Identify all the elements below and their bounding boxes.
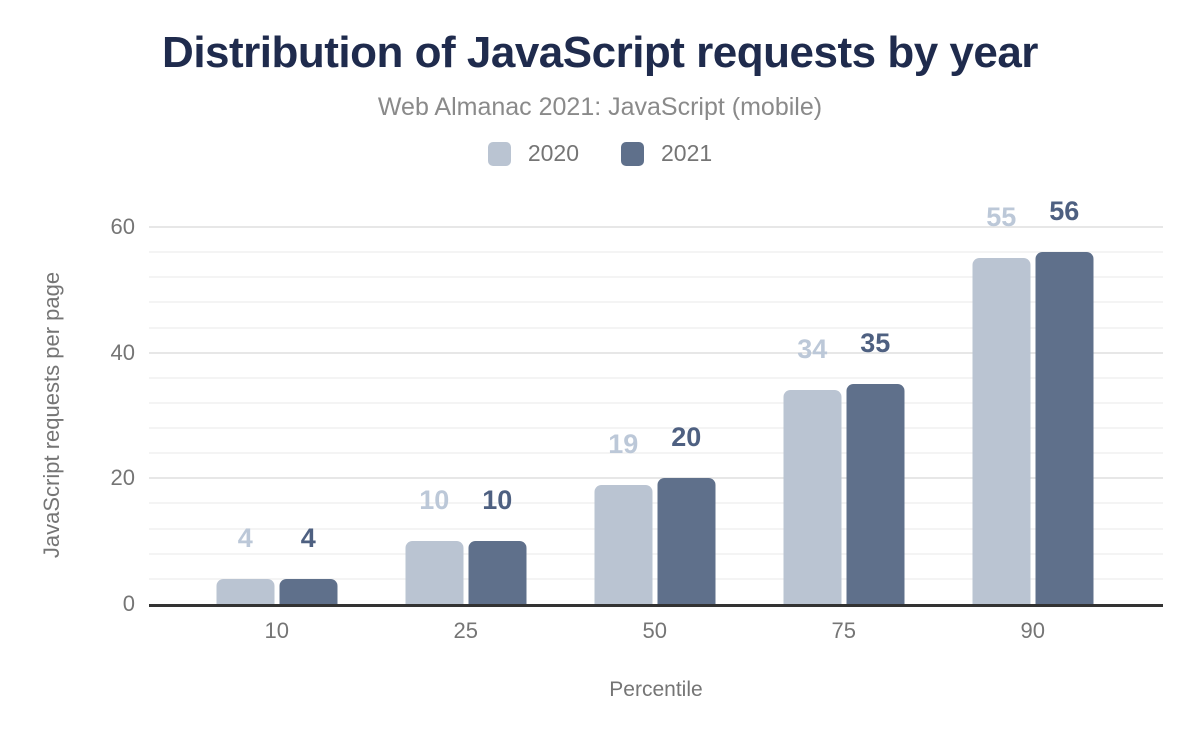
bar-2021-p10 bbox=[279, 578, 338, 604]
gridline-40 bbox=[149, 351, 1163, 354]
legend-label-2020: 2020 bbox=[527, 140, 579, 166]
x-tick-label-50: 50 bbox=[642, 618, 668, 643]
gridline-12 bbox=[149, 527, 1163, 530]
y-axis-tick-labels: 0 20 40 60 bbox=[0, 214, 135, 616]
gridline-36 bbox=[149, 376, 1163, 379]
bar-2020-p10 bbox=[216, 578, 275, 604]
legend: 2020 2021 bbox=[0, 140, 1200, 167]
bar-wrap-2021-p75: 35 bbox=[846, 330, 905, 604]
y-tick-label-0: 0 bbox=[122, 591, 135, 616]
gridline-8 bbox=[149, 552, 1163, 555]
x-tick-label-75: 75 bbox=[831, 618, 857, 643]
x-tick-label-10: 10 bbox=[264, 618, 289, 643]
gridline-32 bbox=[149, 401, 1163, 404]
gridline-24 bbox=[149, 452, 1163, 455]
bar-group-p50: 19 20 bbox=[594, 227, 716, 604]
chart-subtitle: Web Almanac 2021: JavaScript (mobile) bbox=[377, 93, 823, 121]
bar-wrap-2021-p90: 56 bbox=[1035, 198, 1094, 604]
x-tick-label-90: 90 bbox=[1020, 618, 1046, 643]
gridline-48 bbox=[149, 301, 1163, 304]
bar-2020-p75 bbox=[783, 390, 842, 604]
legend-item-2020: 2020 bbox=[487, 140, 579, 167]
bar-wrap-2020-p10: 4 bbox=[216, 524, 275, 604]
gridline-52 bbox=[149, 276, 1163, 279]
bar-value-label-2021-p90: 56 bbox=[1049, 196, 1080, 227]
bar-value-label-2021-p50: 20 bbox=[671, 422, 702, 453]
bar-wrap-2020-p50: 19 bbox=[594, 430, 653, 604]
bar-value-label-2021-p25: 10 bbox=[482, 485, 513, 516]
bar-2021-p25 bbox=[468, 541, 527, 604]
bar-group-p75: 34 35 bbox=[783, 227, 905, 604]
gridline-4 bbox=[149, 577, 1163, 580]
bar-value-label-2021-p75: 35 bbox=[860, 328, 891, 359]
legend-item-2021: 2021 bbox=[621, 140, 712, 167]
x-axis-title: Percentile bbox=[609, 678, 703, 701]
bar-value-label-2020-p75: 34 bbox=[797, 334, 828, 365]
bar-group-p25: 10 10 bbox=[405, 227, 527, 604]
legend-label-2021: 2021 bbox=[661, 140, 713, 166]
gridline-44 bbox=[149, 326, 1163, 329]
bar-value-label-2020-p10: 4 bbox=[237, 522, 253, 553]
bar-wrap-2020-p25: 10 bbox=[405, 487, 464, 604]
bar-value-label-2020-p25: 10 bbox=[419, 485, 450, 516]
bar-wrap-2021-p50: 20 bbox=[657, 424, 716, 604]
legend-swatch-2020 bbox=[487, 141, 511, 166]
gridline-28 bbox=[149, 427, 1163, 430]
bar-wrap-2020-p90: 55 bbox=[972, 204, 1031, 604]
bar-2021-p50 bbox=[657, 478, 716, 604]
legend-swatch-2021 bbox=[621, 141, 644, 166]
bar-2021-p75 bbox=[846, 384, 905, 604]
bar-2020-p25 bbox=[405, 541, 464, 604]
x-axis-tick-labels: 10 25 50 75 90 bbox=[149, 618, 1163, 648]
bar-2020-p90 bbox=[972, 258, 1031, 604]
bar-2020-p50 bbox=[594, 484, 653, 604]
y-tick-label-40: 40 bbox=[110, 339, 135, 365]
gridline-20 bbox=[149, 477, 1163, 480]
bar-wrap-2020-p75: 34 bbox=[783, 336, 842, 604]
gridline-56 bbox=[149, 251, 1163, 254]
bar-group-p90: 55 56 bbox=[972, 198, 1094, 604]
bar-wrap-2021-p10: 4 bbox=[279, 524, 338, 604]
gridline-60 bbox=[149, 226, 1163, 228]
bar-value-label-2020-p90: 55 bbox=[986, 202, 1017, 233]
chart-title: Distribution of JavaScript requests by y… bbox=[162, 28, 1038, 77]
plot-area: 4 4 10 10 19 20 34 35 55 56 bbox=[149, 198, 1163, 607]
x-tick-label-25: 25 bbox=[453, 618, 479, 643]
bar-value-label-2021-p10: 4 bbox=[300, 522, 316, 553]
bar-2021-p90 bbox=[1035, 252, 1094, 604]
bar-value-label-2020-p50: 19 bbox=[608, 428, 639, 459]
bar-wrap-2021-p25: 10 bbox=[468, 487, 527, 604]
y-tick-label-60: 60 bbox=[110, 214, 135, 239]
y-tick-label-20: 20 bbox=[110, 465, 135, 491]
gridline-16 bbox=[149, 502, 1163, 505]
